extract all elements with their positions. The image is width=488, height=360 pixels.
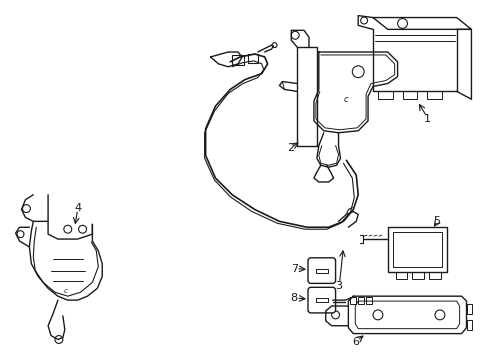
Text: 2: 2	[286, 144, 293, 153]
Text: 1: 1	[423, 114, 430, 124]
Bar	[395, 271, 407, 279]
FancyBboxPatch shape	[307, 287, 335, 313]
Bar	[377, 91, 392, 99]
Bar	[358, 297, 364, 304]
Bar	[426, 91, 441, 99]
Bar	[402, 91, 416, 99]
Text: 4: 4	[74, 203, 81, 212]
Text: c: c	[344, 95, 348, 104]
Bar	[247, 54, 257, 63]
Text: 6: 6	[352, 337, 359, 347]
Bar	[411, 271, 423, 279]
Bar	[466, 320, 471, 330]
Text: 7: 7	[290, 264, 297, 274]
Bar	[428, 271, 440, 279]
Text: 8: 8	[290, 293, 297, 303]
Bar	[466, 304, 471, 314]
Text: 3: 3	[334, 281, 341, 291]
FancyBboxPatch shape	[307, 258, 335, 283]
Text: c: c	[64, 288, 68, 294]
Bar	[232, 55, 244, 65]
Bar	[366, 297, 371, 304]
Text: 5: 5	[432, 216, 440, 226]
Bar	[349, 297, 356, 304]
